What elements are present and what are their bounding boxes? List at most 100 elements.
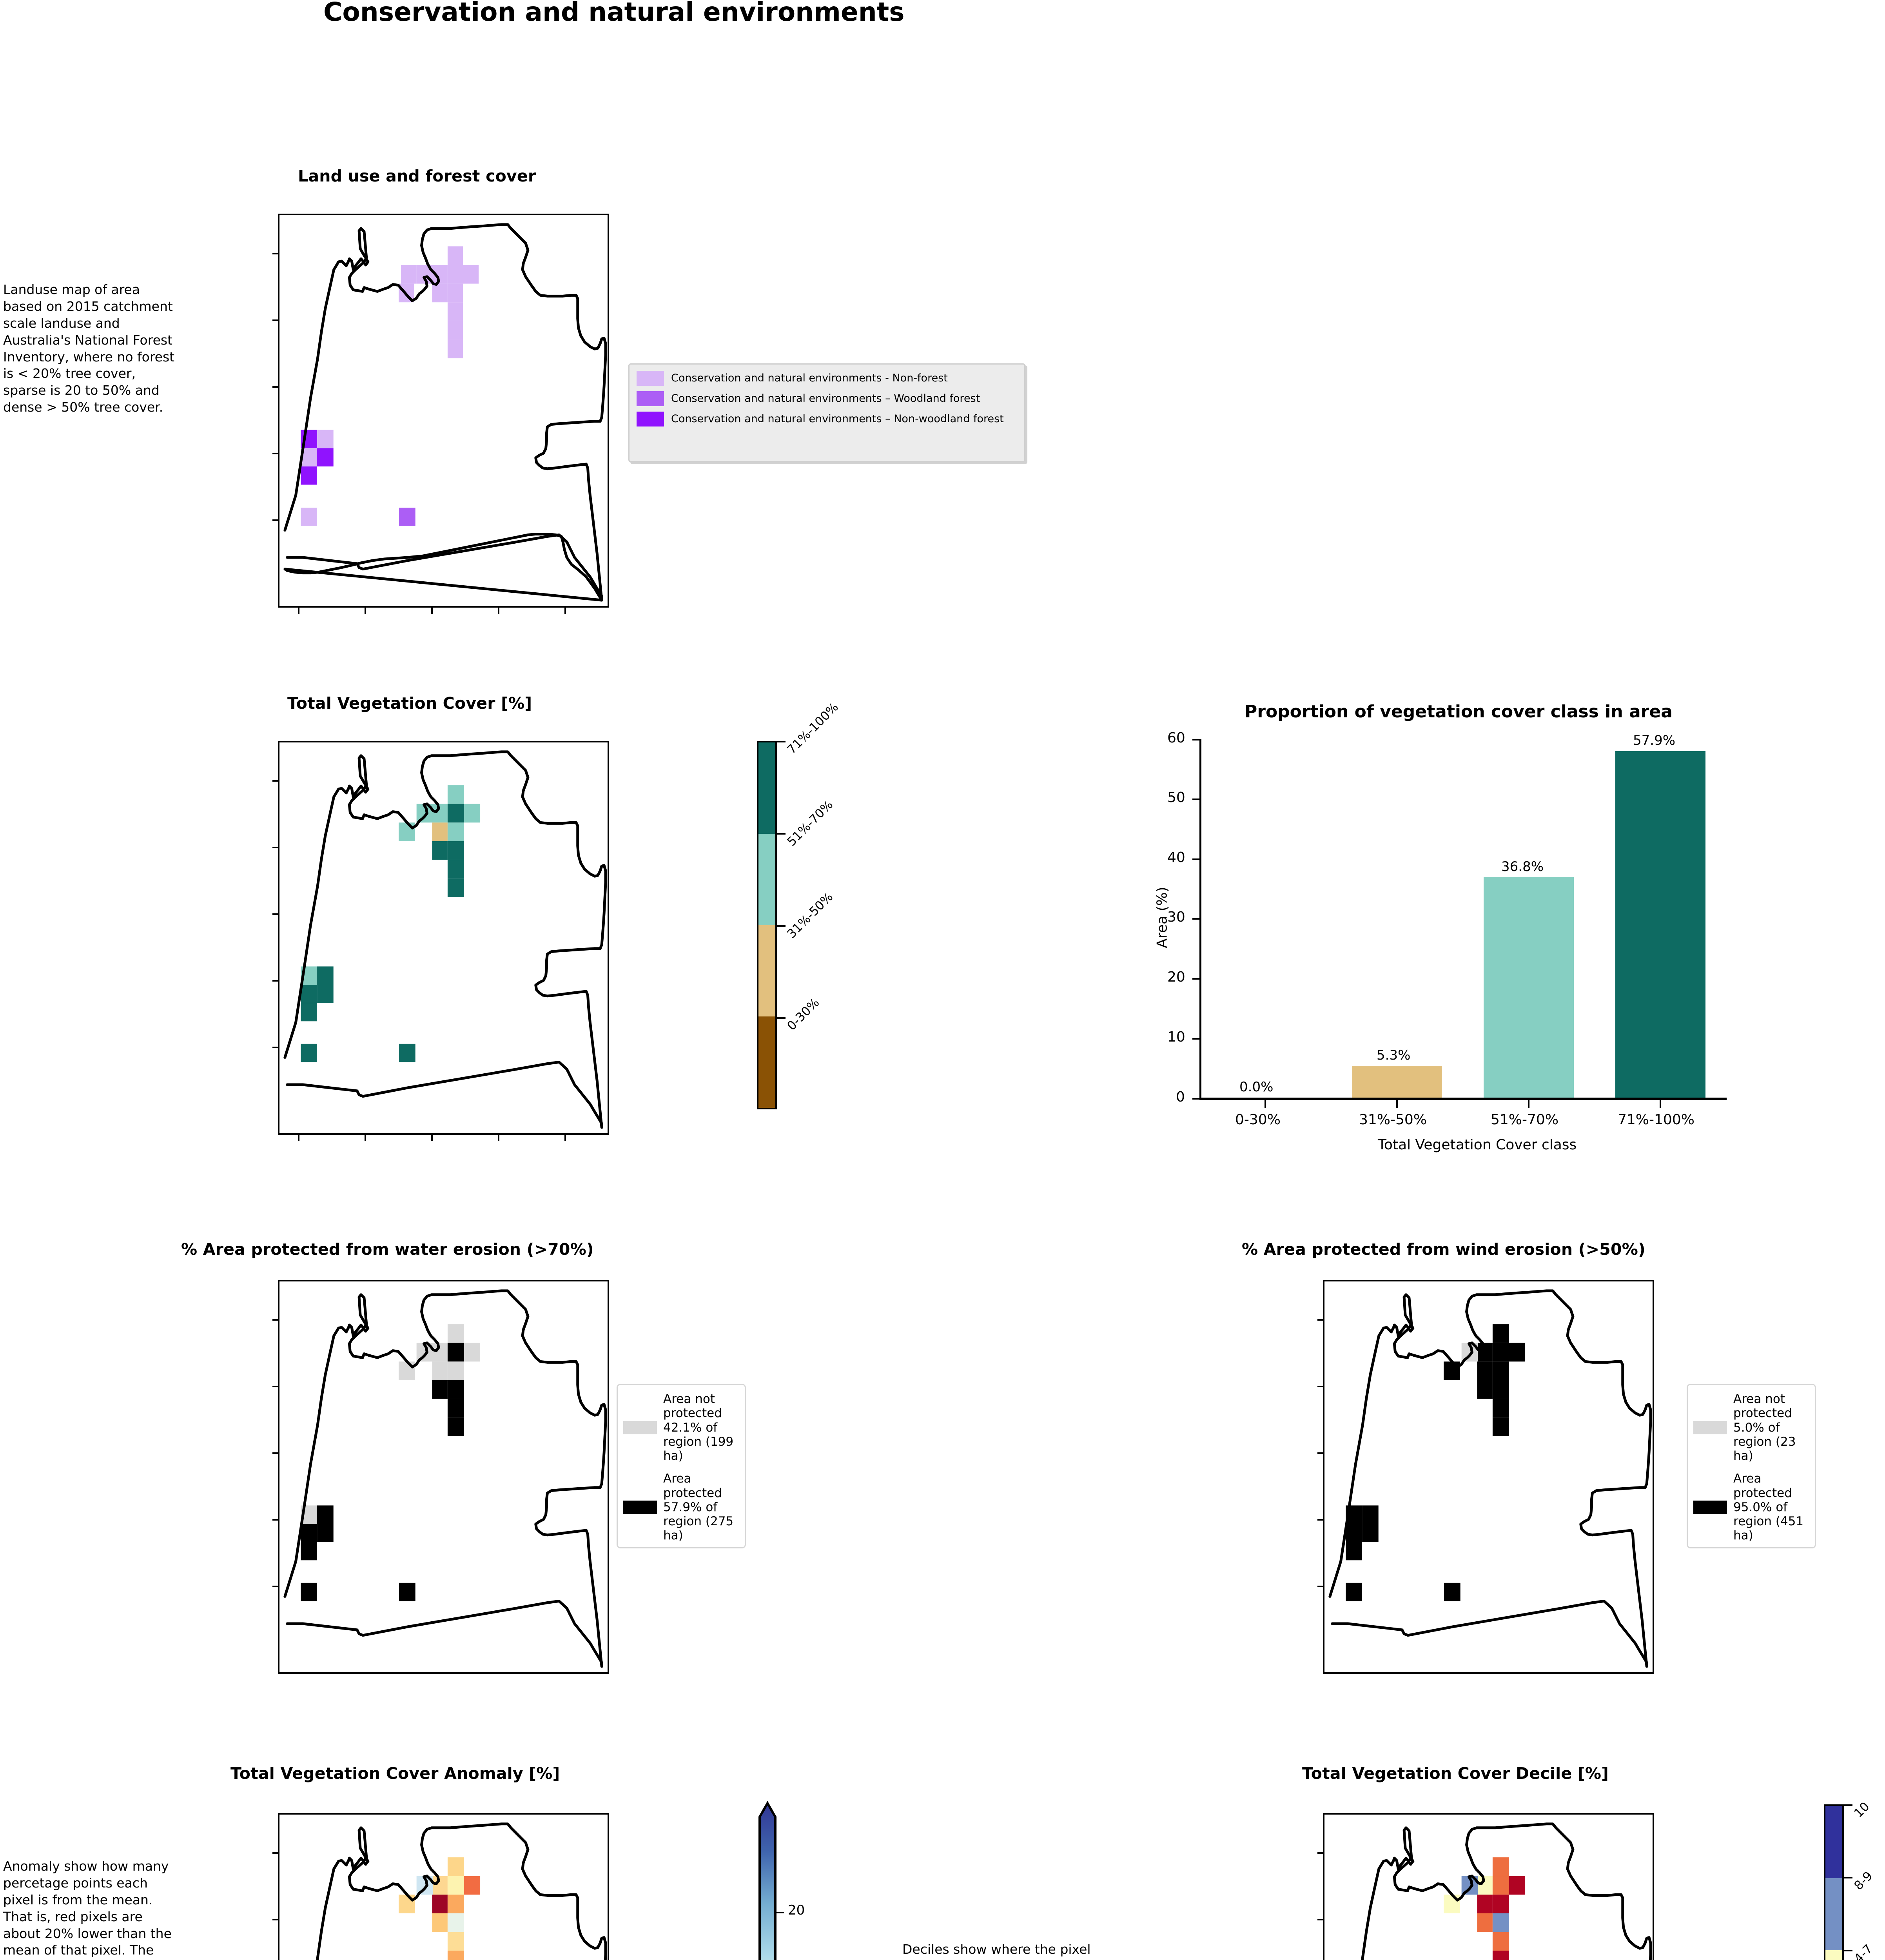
y-tick bbox=[1192, 858, 1200, 860]
axis-tick bbox=[498, 1135, 499, 1141]
y-tick-label: 50 bbox=[1167, 789, 1185, 806]
decile-colorbar[interactable] bbox=[1824, 1804, 1844, 1960]
bar-51-70[interactable] bbox=[1484, 877, 1574, 1098]
axis-tick bbox=[272, 780, 279, 782]
x-tick bbox=[1265, 1100, 1266, 1108]
landuse-panel-title: Land use and forest cover bbox=[298, 167, 536, 185]
axis-tick bbox=[1317, 1519, 1324, 1521]
axis-tick bbox=[365, 608, 366, 614]
water-erosion-map-pixels bbox=[283, 1289, 607, 1668]
colorbar-tick bbox=[777, 833, 786, 835]
legend-item: Area protected 95.0% of region (451 ha) bbox=[1693, 1472, 1809, 1543]
y-tick bbox=[1192, 1038, 1200, 1040]
bar-chart-title: Proportion of vegetation cover class in … bbox=[1245, 702, 1673, 722]
axis-tick bbox=[1317, 1319, 1324, 1321]
legend-label-protected: Area protected 95.0% of region (451 ha) bbox=[1733, 1472, 1804, 1543]
vegcover-map[interactable] bbox=[278, 741, 609, 1135]
axis-tick bbox=[498, 608, 499, 614]
colorbar-seg-51-70 bbox=[758, 834, 775, 925]
colorbar-seg-4-7 bbox=[1825, 1950, 1842, 1960]
legend-label-non-woodland-forest: Conservation and natural environments – … bbox=[671, 413, 1004, 425]
bar-value-0-30: 0.0% bbox=[1239, 1079, 1274, 1095]
vegcover-colorbar[interactable] bbox=[757, 741, 777, 1109]
legend-swatch-protected bbox=[1693, 1500, 1727, 1514]
decile-map-pixels bbox=[1361, 1822, 1652, 1960]
axis-tick bbox=[272, 1852, 279, 1854]
legend-item: Conservation and natural environments – … bbox=[637, 391, 1017, 406]
legend-swatch-non-woodland-forest bbox=[637, 412, 664, 426]
axis-tick bbox=[1317, 1586, 1324, 1587]
bar-value-71-100: 57.9% bbox=[1633, 733, 1676, 748]
water-erosion-legend[interactable]: Area not protected 42.1% of region (199 … bbox=[617, 1384, 746, 1548]
decile-panel-title: Total Vegetation Cover Decile [%] bbox=[1302, 1764, 1609, 1783]
legend-swatch-not-protected bbox=[1693, 1421, 1727, 1434]
water-erosion-map[interactable] bbox=[278, 1280, 609, 1674]
x-axis bbox=[1199, 1098, 1727, 1100]
legend-label-not-protected: Area not protected 42.1% of region (199 … bbox=[663, 1392, 734, 1463]
bar-value-51-70: 36.8% bbox=[1501, 859, 1544, 875]
colorbar-label-71-100: 71%-100% bbox=[784, 700, 842, 757]
anomaly-description: Anomaly show how many percetage points e… bbox=[3, 1858, 179, 1960]
wind-erosion-legend[interactable]: Area not protected 5.0% of region (23 ha… bbox=[1687, 1384, 1816, 1548]
y-tick bbox=[1192, 799, 1200, 800]
colorbar-label-10: 10 bbox=[1851, 1799, 1872, 1820]
wind-erosion-map[interactable] bbox=[1323, 1280, 1654, 1674]
anomaly-colorbar[interactable] bbox=[755, 1799, 782, 1960]
x-axis-label: Total Vegetation Cover class bbox=[1378, 1137, 1577, 1153]
bar-31-50[interactable] bbox=[1352, 1066, 1442, 1098]
colorbar-label-8-9: 8-9 bbox=[1851, 1869, 1876, 1893]
axis-tick bbox=[431, 1135, 433, 1141]
colorbar-tick bbox=[1844, 1804, 1852, 1806]
axis-tick bbox=[272, 913, 279, 915]
y-tick bbox=[1192, 1098, 1200, 1100]
legend-item: Conservation and natural environments - … bbox=[637, 371, 1017, 386]
anomaly-panel-title: Total Vegetation Cover Anomaly [%] bbox=[230, 1764, 560, 1783]
x-tick bbox=[1660, 1100, 1661, 1108]
legend-swatch-woodland-forest bbox=[637, 391, 664, 406]
colorbar-tick bbox=[777, 925, 786, 927]
axis-tick bbox=[1317, 1386, 1324, 1387]
decile-map[interactable] bbox=[1323, 1813, 1654, 1960]
y-axis-label: Area (%) bbox=[1154, 887, 1170, 948]
legend-swatch-protected bbox=[623, 1500, 657, 1514]
proportion-bar-chart[interactable]: Proportion of vegetation cover class in … bbox=[1137, 702, 1764, 1184]
landuse-map-pixels bbox=[283, 223, 607, 602]
axis-tick bbox=[1317, 1852, 1324, 1854]
y-tick-label: 40 bbox=[1167, 849, 1185, 866]
legend-label-not-protected: Area not protected 5.0% of region (23 ha… bbox=[1733, 1392, 1796, 1463]
y-tick-label: 0 bbox=[1176, 1089, 1185, 1105]
vegcover-panel-title: Total Vegetation Cover [%] bbox=[287, 694, 532, 713]
landuse-legend[interactable]: Conservation and natural environments - … bbox=[628, 363, 1025, 462]
y-tick-label: 60 bbox=[1167, 730, 1185, 746]
bar-71-100[interactable] bbox=[1615, 751, 1705, 1098]
colorbar-tick bbox=[777, 1017, 786, 1019]
axis-tick bbox=[365, 1135, 366, 1141]
axis-tick bbox=[1317, 1452, 1324, 1454]
decile-description: Deciles show where the pixel value lies … bbox=[902, 1942, 1091, 1960]
axis-tick bbox=[1317, 1919, 1324, 1920]
axis-tick bbox=[272, 1919, 279, 1920]
axis-tick bbox=[272, 1519, 279, 1521]
axis-tick bbox=[298, 1135, 299, 1141]
colorbar-label-51-70: 51%-70% bbox=[784, 797, 836, 849]
colorbar-seg-8-9 bbox=[1825, 1878, 1842, 1950]
colorbar-tick bbox=[1844, 1877, 1852, 1878]
x-tick-label-71-100: 71%-100% bbox=[1618, 1112, 1695, 1128]
colorbar-seg-0-30 bbox=[758, 1016, 775, 1108]
axis-tick bbox=[272, 847, 279, 848]
y-axis bbox=[1199, 739, 1201, 1100]
y-tick-label: 30 bbox=[1167, 909, 1185, 925]
y-tick bbox=[1192, 739, 1200, 740]
axis-tick bbox=[272, 519, 279, 521]
landuse-map[interactable] bbox=[278, 214, 609, 608]
axis-tick bbox=[272, 980, 279, 982]
axis-tick bbox=[431, 608, 433, 614]
colorbar-seg-71-100 bbox=[758, 742, 775, 834]
legend-label-protected: Area protected 57.9% of region (275 ha) bbox=[663, 1472, 734, 1543]
colorbar-seg-10 bbox=[1825, 1806, 1842, 1878]
axis-tick bbox=[272, 253, 279, 254]
anomaly-map[interactable] bbox=[278, 1813, 609, 1960]
colorbar-tick bbox=[1844, 1950, 1852, 1951]
water-erosion-panel-title: % Area protected from water erosion (>70… bbox=[181, 1240, 594, 1259]
axis-tick bbox=[272, 1047, 279, 1048]
